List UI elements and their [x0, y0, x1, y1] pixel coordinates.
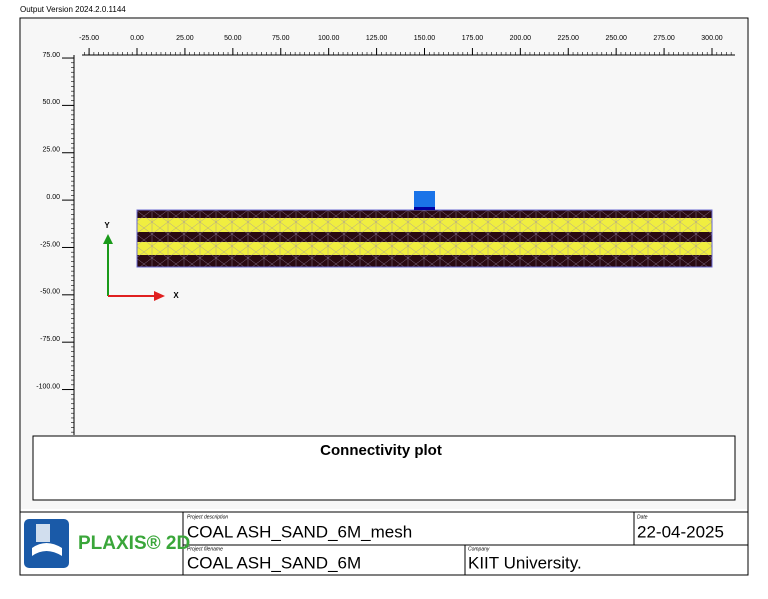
x-tick-label: 125.00	[366, 35, 388, 42]
x-tick-label: 175.00	[462, 35, 484, 42]
filename-label: Project filename	[187, 546, 223, 552]
description-label: Project description	[187, 514, 228, 520]
x-tick-label: 250.00	[605, 35, 627, 42]
y-tick-label: -25.00	[40, 241, 60, 248]
date-label: Date	[637, 514, 648, 520]
x-tick-label: 275.00	[653, 35, 675, 42]
x-tick-label: 225.00	[558, 35, 580, 42]
y-tick-label: -100.00	[36, 383, 60, 390]
x-tick-label: 100.00	[318, 35, 340, 42]
description: COAL ASH_SAND_6M_mesh	[187, 522, 412, 541]
version: Output Version 2024.2.0.1144	[20, 5, 126, 14]
x-tick-label: 75.00	[272, 35, 290, 42]
x-tick-label: 0.00	[130, 35, 144, 42]
footer: PLAXIS® 2D Project description COAL ASH_…	[20, 511, 748, 575]
company-label: Company	[468, 546, 490, 552]
logo: PLAXIS® 2D	[78, 533, 190, 554]
plot-title: Connectivity plot	[320, 442, 442, 459]
x-tick-label: 200.00	[510, 35, 532, 42]
y-tick-label: -75.00	[40, 336, 60, 343]
x-tick-label: -25.00	[79, 35, 99, 42]
title-box	[32, 435, 736, 501]
soil-model	[136, 191, 713, 268]
y-tick-label: 0.00	[46, 194, 60, 201]
x-tick-label: 300.00	[701, 35, 723, 42]
y-tick-label: 75.00	[42, 52, 60, 59]
axes-indicator: Y X	[103, 221, 179, 301]
axis-x-label: X	[173, 291, 179, 300]
frame	[19, 17, 749, 576]
x-tick-label: 50.00	[224, 35, 242, 42]
x-tick-label: 150.00	[414, 35, 436, 42]
y-tick-label: 50.00	[42, 99, 60, 106]
y-tick-label: -50.00	[40, 289, 60, 296]
x-tick-label: 25.00	[176, 35, 194, 42]
filename: COAL ASH_SAND_6M	[187, 553, 361, 572]
date: 22-04-2025	[637, 522, 724, 541]
y-tick-label: 25.00	[42, 147, 60, 154]
axis-y-label: Y	[104, 221, 110, 230]
company: KIIT University.	[468, 553, 582, 572]
